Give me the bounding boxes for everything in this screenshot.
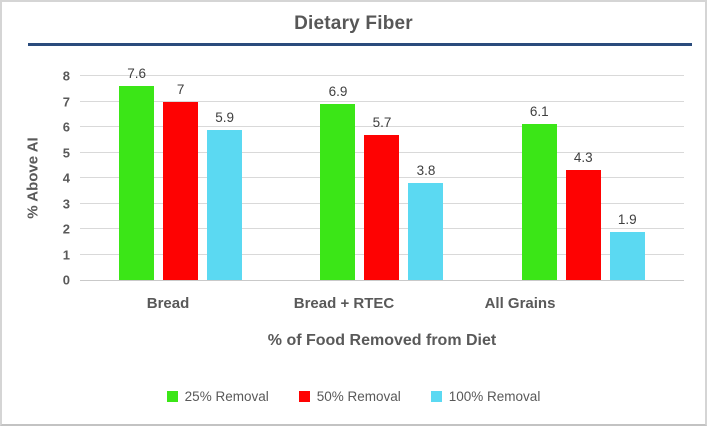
bar: 1.9 xyxy=(609,212,645,280)
y-tick-label: 2 xyxy=(62,221,70,237)
x-axis-line xyxy=(80,280,684,281)
bar-value-label: 5.9 xyxy=(215,109,235,125)
title-underline xyxy=(28,43,692,46)
category-label: All Grains xyxy=(484,295,556,312)
legend-item: 50% Removal xyxy=(298,389,401,404)
bar-value-label: 6.1 xyxy=(529,104,549,120)
y-tick-label: 1 xyxy=(62,247,70,262)
category-label: Bread + RTEC xyxy=(293,295,395,312)
bar-value-label: 4.3 xyxy=(573,150,593,166)
x-axis-title: % of Food Removed from Diet xyxy=(267,332,497,349)
category-label: Bread xyxy=(146,295,190,312)
bar-value-label: 7 xyxy=(176,81,185,97)
y-tick-label: 7 xyxy=(62,94,70,109)
gridline xyxy=(80,75,684,76)
category-axis-labels: Bread Bread + RTEC All Grains xyxy=(80,295,608,312)
y-tick-label: 5 xyxy=(62,145,70,160)
bar-value-label: 3.8 xyxy=(416,163,436,179)
bar-value-label: 6.9 xyxy=(328,84,348,100)
y-tick-label: 8 xyxy=(62,68,70,84)
bar-group: 7.6 7 5.9 xyxy=(80,66,281,280)
bar-value-label: 1.9 xyxy=(617,211,637,227)
gridline xyxy=(80,126,684,127)
bar-value-label: 7.6 xyxy=(127,66,147,82)
legend-swatch-icon xyxy=(430,391,442,402)
legend-item: 25% Removal xyxy=(166,389,269,404)
bar: 6.9 xyxy=(320,84,356,280)
bar-value-label: 5.7 xyxy=(372,114,392,130)
bar-groups: 7.6 7 5.9 6.9 5.7 3.8 6.1 4.3 1.9 xyxy=(80,66,684,280)
legend-label: 50% Removal xyxy=(316,389,401,404)
bar: 5.7 xyxy=(364,115,400,280)
legend-swatch-icon xyxy=(298,391,310,402)
bar: 3.8 xyxy=(408,163,444,280)
bar: 7 xyxy=(163,82,199,280)
plot-area: 0 1 2 3 4 5 6 7 8 7.6 7 5.9 6.9 5.7 3.8 6.1 4.3 1.9 xyxy=(63,66,684,288)
bar: 4.3 xyxy=(565,150,601,280)
y-tick-label: 6 xyxy=(62,119,70,135)
legend-label: 25% Removal xyxy=(184,389,269,404)
bar: 5.9 xyxy=(207,110,243,280)
y-tick-label: 3 xyxy=(62,196,70,211)
bar-group: 6.1 4.3 1.9 xyxy=(483,76,684,280)
legend: 25% Removal 50% Removal 100% Removal xyxy=(2,389,705,404)
chart-title: Dietary Fiber xyxy=(294,13,413,34)
bar: 7.6 xyxy=(119,66,155,280)
legend-swatch-icon xyxy=(166,391,178,402)
y-tick-label: 0 xyxy=(62,272,70,288)
y-tick-label: 4 xyxy=(62,170,70,186)
gridline xyxy=(80,100,684,102)
bar-group: 6.9 5.7 3.8 xyxy=(281,76,482,280)
legend-item: 100% Removal xyxy=(430,389,541,404)
legend-label: 100% Removal xyxy=(448,389,541,404)
bar: 6.1 xyxy=(521,104,557,280)
